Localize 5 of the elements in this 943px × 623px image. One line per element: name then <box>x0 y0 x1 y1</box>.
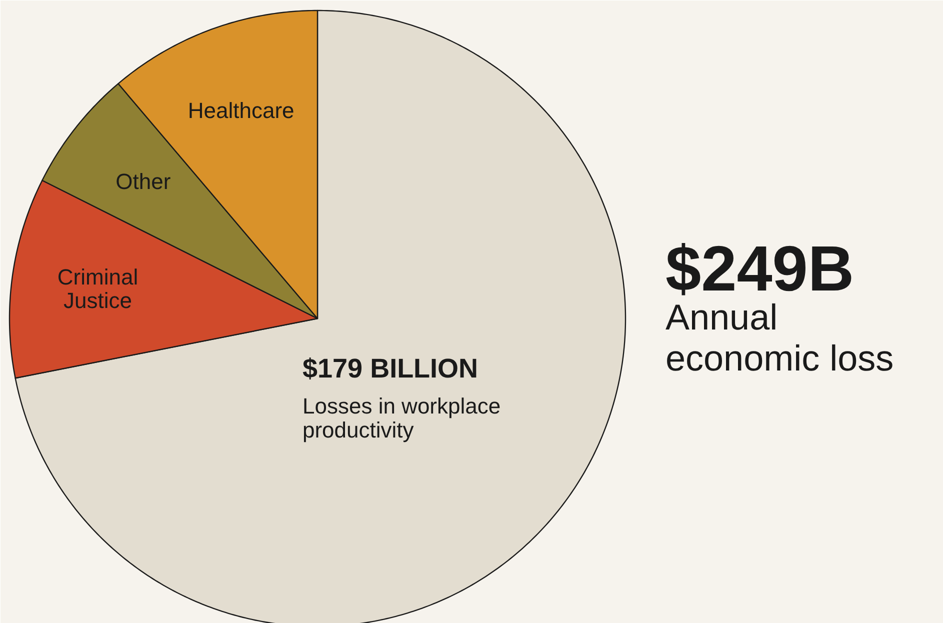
text: $179 BILLION <box>302 354 478 384</box>
slice-label: Losses in workplace productivity <box>302 394 501 442</box>
slice-label: Criminal Justice <box>57 264 138 314</box>
slice-label: Healthcare <box>188 98 294 123</box>
slice-label: Other <box>116 168 171 194</box>
